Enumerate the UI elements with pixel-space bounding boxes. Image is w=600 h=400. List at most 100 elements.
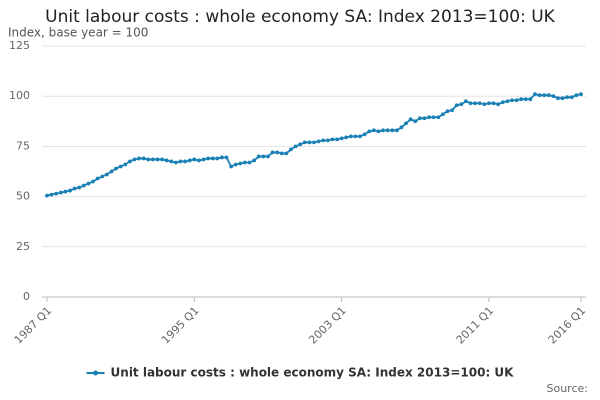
point [551,94,556,99]
line [46,93,582,197]
point [68,188,72,193]
point [58,190,63,195]
x-tick-label: 1987 Q1 [12,304,55,347]
point [266,154,270,159]
chart-subtitle: Index, base year = 100 [8,26,148,40]
point [367,129,372,134]
point [546,93,551,98]
point [440,112,445,117]
point [187,158,192,163]
point [445,109,450,114]
point [537,93,542,98]
point [533,92,537,97]
point [210,156,215,161]
y-tick-label: 125 [9,39,30,52]
point [574,93,579,98]
point [436,115,441,120]
point [560,96,565,101]
point [431,115,436,120]
point [137,156,141,161]
point [422,116,427,121]
point [178,159,183,164]
y-tick-label: 100 [9,89,30,102]
point [358,134,362,139]
point [399,125,404,130]
point [256,154,261,159]
point [63,189,68,194]
point [505,99,510,104]
point [49,192,54,197]
point [224,155,229,160]
point [247,160,252,165]
point [500,100,505,105]
point [316,139,321,144]
point [542,93,547,98]
point [413,119,418,124]
point [312,140,316,145]
point [339,136,344,141]
point [146,157,151,162]
point [45,193,49,198]
point [344,135,349,140]
point [164,158,169,163]
point [95,176,100,181]
x-tick-label: 2011 Q1 [454,304,497,347]
point [459,102,464,107]
point [72,186,77,191]
y-tick-label: 0 [23,290,30,303]
point [289,147,293,152]
point [192,157,197,162]
point [261,154,266,159]
point [353,134,358,139]
point [141,156,146,161]
y-tick-label: 50 [16,190,30,203]
point [284,151,289,156]
point [321,138,326,143]
point [104,172,109,177]
point [183,159,188,164]
point [279,151,284,156]
point [123,162,128,167]
point [335,137,339,142]
point [127,159,132,164]
point [132,157,137,162]
y-tick-label: 75 [16,139,30,152]
point [491,101,496,106]
point [348,134,353,139]
point [173,160,178,165]
point [215,156,220,161]
point [371,128,376,133]
point [77,185,82,190]
point [243,160,247,165]
point [330,137,335,142]
point [169,159,174,164]
point [293,144,298,149]
point [417,116,422,121]
x-tick-label: 2016 Q1 [546,304,589,347]
point [155,157,160,162]
point [473,101,478,106]
point [206,156,211,161]
point [477,101,482,106]
point [118,164,123,169]
point [454,103,459,108]
legend-marker [93,370,99,376]
point [394,128,399,133]
point [381,128,385,133]
point [100,174,105,179]
point [81,183,86,188]
point [556,96,560,101]
point [229,164,234,169]
point [482,102,487,107]
point [298,142,303,147]
point [569,95,574,100]
chart-title: Unit labour costs : whole economy SA: In… [45,7,556,27]
point [252,158,257,163]
point [201,157,206,162]
point [270,150,275,155]
point [238,161,243,166]
point [160,157,164,162]
point [109,169,114,174]
point [565,95,570,100]
